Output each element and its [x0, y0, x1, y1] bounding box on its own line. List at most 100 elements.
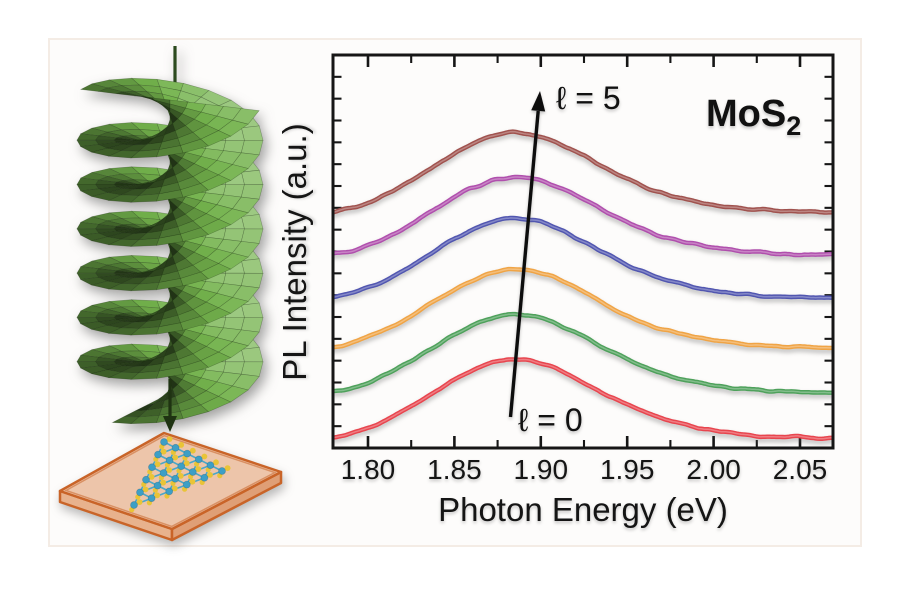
molybdenum-atom: [148, 463, 156, 472]
helix-surface-facet: [79, 277, 109, 286]
sulfur-atom: [178, 442, 185, 448]
helix-surface-facet: [164, 300, 176, 313]
helix-surface-facet: [113, 228, 135, 232]
helix-surface-facet: [156, 145, 184, 158]
helix-surface-facet: [240, 361, 264, 377]
molybdenum-atom: [206, 461, 215, 470]
sulfur-atom: [154, 461, 161, 468]
helix-surface-facet: [166, 116, 173, 129]
helix-surface-facet: [240, 228, 264, 244]
helix-surface-facet: [130, 282, 160, 292]
sulfur-atom: [148, 474, 155, 480]
helix-surface-facet: [156, 278, 184, 291]
pl-curve: [334, 215, 832, 300]
molybdenum-atom: [147, 494, 156, 503]
molybdenum-atom: [188, 468, 197, 476]
x-tick-label: 1.85: [427, 454, 482, 485]
sulfur-atom: [166, 467, 173, 473]
helix-surface-facet: [241, 346, 264, 363]
helix-surface-facet: [240, 140, 264, 156]
sulfur-atom: [201, 453, 208, 460]
sulfur-atom: [213, 459, 219, 466]
helix-surface-facet: [145, 219, 163, 229]
x-tick-labels: 1.80 1.85 1.90 1.95 2.00 2.05: [341, 454, 828, 485]
sulfur-atom: [189, 447, 196, 454]
helix-surface-facet: [161, 307, 179, 320]
helix-surface-facet: [130, 255, 161, 265]
pl-curve: [334, 129, 832, 215]
pl-curve: [334, 174, 832, 258]
helix-surface-facet: [240, 317, 264, 333]
beam-axis-arrow: [163, 379, 177, 432]
helix-surface-facet: [133, 314, 156, 323]
oam-arrow-head: [531, 91, 546, 112]
material-label-subscript: 2: [786, 111, 801, 141]
molybdenum-atom: [182, 480, 191, 489]
pl-curve-highlight: [334, 217, 832, 299]
x-tick-label: 1.80: [341, 454, 396, 485]
helix-surface-facet: [107, 150, 140, 159]
molybdenum-atom: [218, 467, 226, 475]
sulfur-atom: [207, 472, 213, 478]
molybdenum-atom: [130, 501, 138, 509]
helix-surface-facet: [241, 302, 264, 318]
pl-curve: [334, 357, 832, 441]
y-axis-label: PL Intensity (a.u.): [276, 123, 313, 380]
pl-curve-highlight: [334, 176, 832, 256]
beam-down-arrow-head: [163, 416, 177, 432]
x-tick-label: 1.95: [600, 454, 655, 485]
mos2-flake-lattice: [129, 436, 231, 513]
molybdenum-atom: [160, 438, 168, 446]
helix-surface-facet: [166, 293, 173, 306]
sulfur-atom: [195, 466, 202, 472]
molybdenum-atom: [165, 487, 174, 496]
helix-surface-facet: [164, 123, 176, 136]
optical-vortex-helix: [76, 46, 264, 425]
x-axis-label: Photon Energy (eV): [438, 491, 728, 528]
helix-surface-facet: [156, 366, 184, 379]
helix-surface-facet: [241, 258, 264, 274]
sulfur-atom: [154, 492, 161, 499]
sulfur-atom: [136, 499, 143, 505]
sulfur-atom: [189, 478, 196, 485]
helix-surface-facet: [107, 283, 140, 292]
helix-surface-facet: [79, 232, 109, 242]
helix-surface-facet: [122, 227, 146, 234]
sulfur-atom: [177, 473, 184, 479]
molybdenum-atom: [171, 443, 180, 452]
helix-surface-facet: [122, 139, 146, 146]
sulfur-atom: [171, 485, 178, 492]
molybdenum-atom: [194, 455, 203, 464]
molybdenum-atom: [136, 488, 144, 497]
helix-surface-facet: [145, 223, 166, 234]
helix-surface-facet: [158, 315, 181, 328]
helix-surface-facet: [79, 172, 109, 181]
helix-surface-facet: [130, 370, 160, 380]
helix-surface-facet: [76, 272, 100, 280]
helix-surface-facet: [240, 272, 264, 289]
material-label-main: MoS: [706, 93, 786, 135]
slab-inner-rim: [64, 434, 277, 528]
molybdenum-atom: [177, 462, 186, 471]
helix-surface-facet: [97, 264, 124, 272]
molybdenum-atom: [153, 481, 162, 490]
helix-surface-facet: [76, 317, 100, 325]
pl-curve: [334, 266, 832, 351]
helix-surface-facet: [156, 189, 184, 202]
sulfur-atom: [142, 486, 149, 493]
helix-surface-facet: [164, 211, 176, 224]
helix-surface-facet: [79, 144, 109, 153]
oam-annotation-arrow: [508, 91, 546, 418]
helix-surface-facet: [107, 173, 135, 181]
pl-curve-highlight: [334, 268, 832, 349]
pl-curve-highlight: [334, 313, 832, 394]
helix-surface-facet: [79, 83, 109, 92]
molybdenum-atom: [200, 473, 209, 482]
x-tick-label: 2.05: [773, 454, 828, 485]
helix-surface-facet: [241, 125, 264, 141]
x-tick-label: 1.90: [514, 454, 569, 485]
annotation-l5: ℓ = 5: [556, 80, 621, 116]
sulfur-atom: [160, 479, 167, 486]
